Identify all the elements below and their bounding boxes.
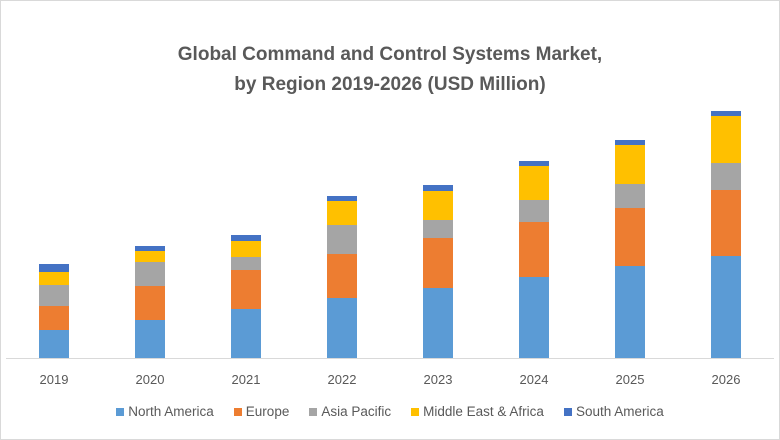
bar-segment-europe-2024 <box>519 222 549 277</box>
legend-label: North America <box>128 404 214 419</box>
bar-segment-asia-pacific-2024 <box>519 200 549 222</box>
bar-segment-south-america-2023 <box>423 185 453 191</box>
bar-segment-asia-pacific-2019 <box>39 285 69 306</box>
bars-group <box>39 111 741 358</box>
bar-segment-asia-pacific-2022 <box>327 225 357 254</box>
bar-segment-europe-2020 <box>135 286 165 320</box>
bar-segment-south-america-2021 <box>231 235 261 241</box>
legend-swatch <box>309 407 318 416</box>
bar-segment-europe-2019 <box>39 306 69 330</box>
bar-segment-south-america-2022 <box>327 196 357 201</box>
x-tick-label: 2026 <box>712 372 741 387</box>
chart-subtitle: by Region 2019-2026 (USD Million) <box>234 74 546 95</box>
bar-segment-middle-east-africa-2019 <box>39 272 69 285</box>
x-tick-label: 2019 <box>40 372 69 387</box>
legend-label: Middle East & Africa <box>423 404 544 419</box>
bar-segment-asia-pacific-2023 <box>423 220 453 238</box>
bar-segment-middle-east-africa-2023 <box>423 191 453 220</box>
x-tick-label: 2020 <box>136 372 165 387</box>
x-tick-label: 2021 <box>232 372 261 387</box>
bar-segment-europe-2021 <box>231 270 261 309</box>
x-tick-label: 2022 <box>328 372 357 387</box>
bar-segment-asia-pacific-2026 <box>711 163 741 190</box>
bar-segment-north-america-2023 <box>423 288 453 358</box>
x-tick-label: 2024 <box>520 372 549 387</box>
legend-label: Asia Pacific <box>321 404 392 419</box>
legend-item: South America <box>563 404 664 419</box>
x-tick-labels: 2019 2020 2021 2022 2023 2024 2025 2026 <box>40 372 741 387</box>
legend-swatch <box>411 407 420 416</box>
bar-segment-europe-2022 <box>327 254 357 298</box>
bar-segment-asia-pacific-2025 <box>615 184 645 208</box>
legend-item: Europe <box>233 404 290 419</box>
legend-item: Middle East & Africa <box>411 404 544 419</box>
chart-title: Global Command and Control Systems Marke… <box>177 44 603 65</box>
bar-segment-middle-east-africa-2020 <box>135 251 165 262</box>
bar-segment-middle-east-africa-2025 <box>615 145 645 184</box>
bar-segment-middle-east-africa-2026 <box>711 116 741 163</box>
bar-segment-europe-2023 <box>423 238 453 288</box>
legend-swatch <box>116 407 125 416</box>
bar-segment-middle-east-africa-2024 <box>519 166 549 200</box>
bar-segment-north-america-2020 <box>135 320 165 358</box>
x-tick-label: 2025 <box>616 372 645 387</box>
bar-segment-europe-2026 <box>711 190 741 256</box>
bar-segment-north-america-2025 <box>615 266 645 358</box>
bar-segment-asia-pacific-2020 <box>135 262 165 286</box>
bar-segment-north-america-2021 <box>231 309 261 358</box>
legend-item: North America <box>116 404 214 419</box>
bar-segment-middle-east-africa-2021 <box>231 241 261 257</box>
bar-segment-north-america-2019 <box>39 330 69 358</box>
bar-segment-north-america-2026 <box>711 256 741 358</box>
legend-label: Europe <box>245 404 290 419</box>
bar-segment-south-america-2026 <box>711 111 741 116</box>
legend: North America Europe Asia Pacific Middle Ea… <box>0 404 780 419</box>
bar-segment-north-america-2024 <box>519 277 549 358</box>
legend-label: South America <box>575 404 664 419</box>
bar-segment-europe-2025 <box>615 208 645 266</box>
legend-swatch <box>233 407 242 416</box>
bar-segment-south-america-2025 <box>615 140 645 145</box>
bar-segment-north-america-2022 <box>327 298 357 358</box>
x-tick-label: 2023 <box>424 372 453 387</box>
bar-segment-south-america-2020 <box>135 246 165 251</box>
bar-segment-south-america-2024 <box>519 161 549 166</box>
legend-item: Asia Pacific <box>309 404 391 419</box>
bar-segment-middle-east-africa-2022 <box>327 201 357 225</box>
bar-segment-south-america-2019 <box>39 264 69 272</box>
bar-segment-asia-pacific-2021 <box>231 257 261 270</box>
legend-swatch <box>563 407 572 416</box>
